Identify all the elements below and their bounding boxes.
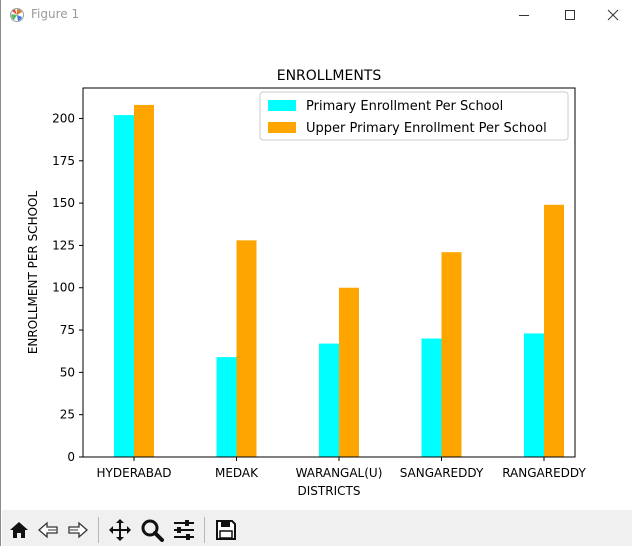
y-tick-label: 75 [60,323,75,337]
maximize-button[interactable] [547,0,593,30]
bar-chart: 0 25 50 75 100 125 150 175 200 HYDERABAD MEDAK WARA… [26,68,586,498]
home-button[interactable] [5,516,33,544]
x-tick-label: HYDERABAD [97,466,172,480]
bar [319,343,339,457]
matplotlib-logo-icon [10,8,24,22]
toolbar-separator [204,517,205,543]
minimize-icon [519,15,529,16]
close-button[interactable] [593,0,632,30]
x-tick-label: WARANGAL(U) [296,466,383,480]
forward-arrow-icon [68,521,88,539]
chart-title: ENROLLMENTS [277,68,382,84]
move-icon [109,519,131,541]
plot-frame [82,87,576,458]
legend-label: Primary Enrollment Per School [306,99,503,114]
bar [421,338,442,457]
legend-swatch [268,122,296,133]
pan-button[interactable] [106,516,134,544]
y-tick-label: 125 [52,238,75,252]
y-tick-label: 200 [52,111,75,125]
window-title: Figure 1 [31,7,80,21]
y-tick-label: 25 [60,408,75,422]
bar [524,333,544,457]
bar [544,204,564,457]
maximize-icon [565,10,575,20]
y-tick-label: 175 [52,154,75,168]
back-arrow-icon [38,521,58,539]
y-axis-label: ENROLLMENT PER SCHOOL [26,191,40,355]
y-tick-label: 50 [60,365,75,379]
zoom-button[interactable] [138,516,166,544]
legend-swatch [268,100,296,111]
sliders-icon [174,520,194,540]
legend-label: Upper Primary Enrollment Per School [306,121,547,136]
home-icon [10,522,28,538]
y-tick-label: 100 [52,281,75,295]
x-tick-label: SANGAREDDY [400,466,484,480]
legend-box [259,91,569,141]
toolbar-separator [98,517,99,543]
x-tick-label: RANGAREDDY [502,466,586,480]
x-tick-label: MEDAK [215,466,259,480]
close-icon [607,9,619,21]
bar [134,104,154,457]
save-icon [216,520,236,540]
navigation-toolbar [2,510,632,546]
bar [441,252,462,457]
minimize-button[interactable] [501,0,547,30]
bar [339,287,359,457]
y-tick-label: 0 [67,450,75,464]
bar [216,357,237,457]
configure-subplots-button[interactable] [170,516,198,544]
x-axis-label: DISTRICTS [298,484,361,498]
forward-button[interactable] [64,516,92,544]
zoom-icon [141,519,164,542]
y-tick-label: 150 [52,196,75,210]
bar [236,240,257,457]
back-button[interactable] [34,516,62,544]
figure-canvas[interactable]: 0 25 50 75 100 125 150 175 200 HYDERABAD MEDAK WARA… [2,30,632,510]
save-button[interactable] [212,516,240,544]
title-bar[interactable]: Figure 1 [1,0,632,30]
bar [114,115,134,457]
